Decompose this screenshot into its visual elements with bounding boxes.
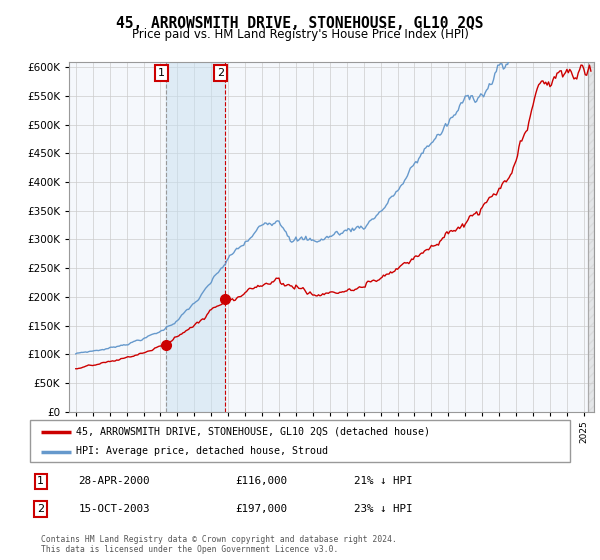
Text: 28-APR-2000: 28-APR-2000 bbox=[79, 477, 150, 487]
Bar bbox=[166, 62, 224, 412]
Text: Price paid vs. HM Land Registry's House Price Index (HPI): Price paid vs. HM Land Registry's House … bbox=[131, 28, 469, 41]
Text: 2: 2 bbox=[217, 68, 224, 78]
Text: 21% ↓ HPI: 21% ↓ HPI bbox=[354, 477, 413, 487]
Text: £197,000: £197,000 bbox=[235, 504, 287, 514]
Text: 15-OCT-2003: 15-OCT-2003 bbox=[79, 504, 150, 514]
FancyBboxPatch shape bbox=[30, 420, 570, 462]
Text: 1: 1 bbox=[158, 68, 165, 78]
Text: 23% ↓ HPI: 23% ↓ HPI bbox=[354, 504, 413, 514]
Text: 1: 1 bbox=[37, 477, 44, 487]
Bar bbox=[588, 62, 594, 412]
Text: Contains HM Land Registry data © Crown copyright and database right 2024.
This d: Contains HM Land Registry data © Crown c… bbox=[41, 535, 397, 554]
Text: £116,000: £116,000 bbox=[235, 477, 287, 487]
Text: HPI: Average price, detached house, Stroud: HPI: Average price, detached house, Stro… bbox=[76, 446, 328, 456]
Text: 45, ARROWSMITH DRIVE, STONEHOUSE, GL10 2QS (detached house): 45, ARROWSMITH DRIVE, STONEHOUSE, GL10 2… bbox=[76, 427, 430, 437]
Text: 2: 2 bbox=[37, 504, 44, 514]
Text: 45, ARROWSMITH DRIVE, STONEHOUSE, GL10 2QS: 45, ARROWSMITH DRIVE, STONEHOUSE, GL10 2… bbox=[116, 16, 484, 31]
